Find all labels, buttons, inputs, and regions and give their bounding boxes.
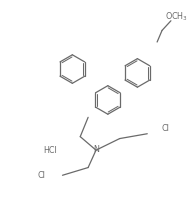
Text: HCl: HCl	[43, 146, 57, 155]
Text: Cl: Cl	[161, 125, 169, 133]
Text: OCH$_3$: OCH$_3$	[165, 11, 188, 23]
Text: Cl: Cl	[38, 171, 46, 180]
Text: N: N	[93, 145, 99, 154]
